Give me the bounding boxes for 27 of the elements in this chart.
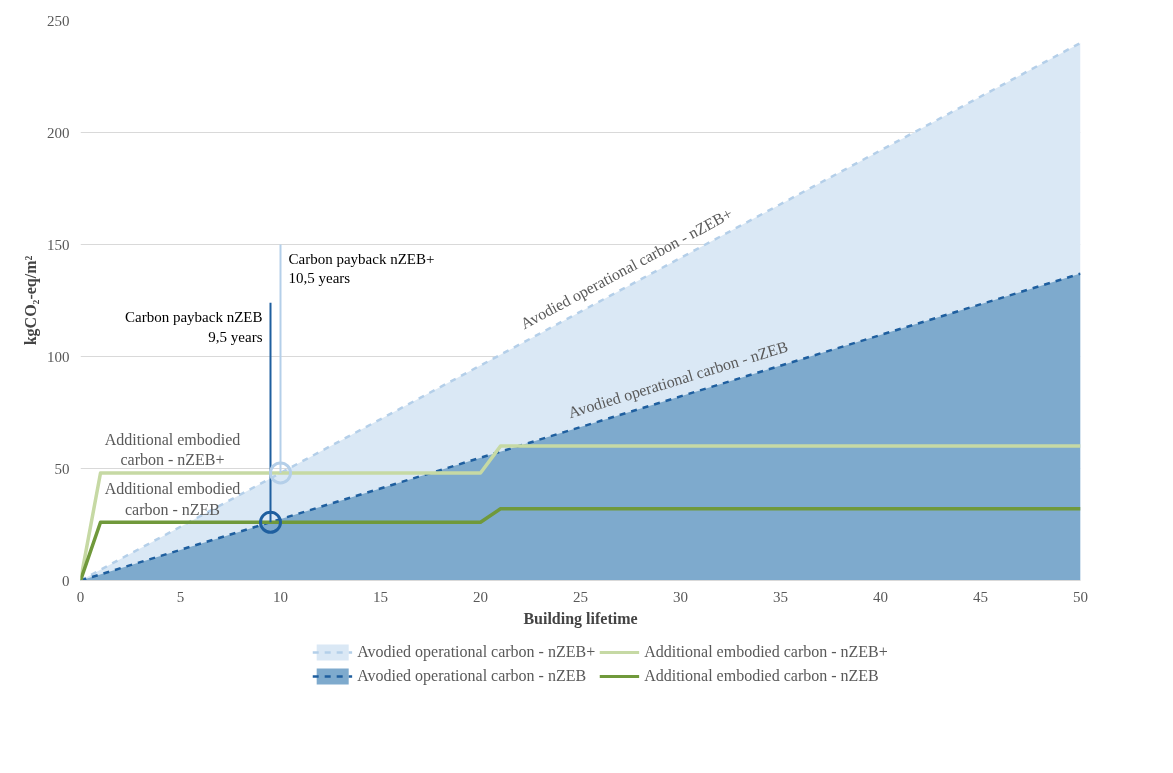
x-tick-label: 30: [673, 588, 688, 605]
y-axis-title: kgCO₂-eq/m²: [22, 255, 40, 346]
text: Additional embodied carbon - nZEB+: [104, 431, 241, 469]
legend-label: Additional embodied carbon - nZEB: [644, 667, 879, 685]
y-tick-label: 250: [47, 12, 70, 29]
x-tick-label: 15: [373, 588, 388, 605]
x-tick-label: 10: [273, 588, 288, 605]
y-tick-label: 200: [47, 124, 70, 141]
y-tick-label: 50: [54, 460, 70, 477]
x-tick-label: 0: [76, 588, 85, 605]
x-tick-label: 5: [176, 588, 185, 605]
x-tick-label: 35: [773, 588, 788, 605]
x-tick-label: 20: [473, 588, 488, 605]
x-tick-label: 45: [973, 588, 988, 605]
x-tick-label: 25: [573, 588, 588, 605]
legend-label: Additional embodied carbon - nZEB+: [644, 643, 888, 661]
annotation: Carbon payback nZEB+ 10,5 years: [288, 251, 435, 287]
y-tick-label: 0: [62, 572, 70, 589]
x-axis-title: Building lifetime: [523, 609, 638, 628]
y-tick-label: 100: [47, 348, 70, 365]
legend-label: Avodied operational carbon - nZEB+: [357, 643, 596, 661]
annotation: Carbon payback nZEB 9,5 years: [125, 309, 263, 345]
y-tick-label: 150: [47, 236, 70, 253]
x-tick-label: 40: [873, 588, 888, 605]
text: Additional embodied carbon - nZEB: [104, 480, 241, 518]
x-tick-label: 50: [1073, 588, 1088, 605]
legend-label: Avodied operational carbon - nZEB: [357, 667, 587, 685]
